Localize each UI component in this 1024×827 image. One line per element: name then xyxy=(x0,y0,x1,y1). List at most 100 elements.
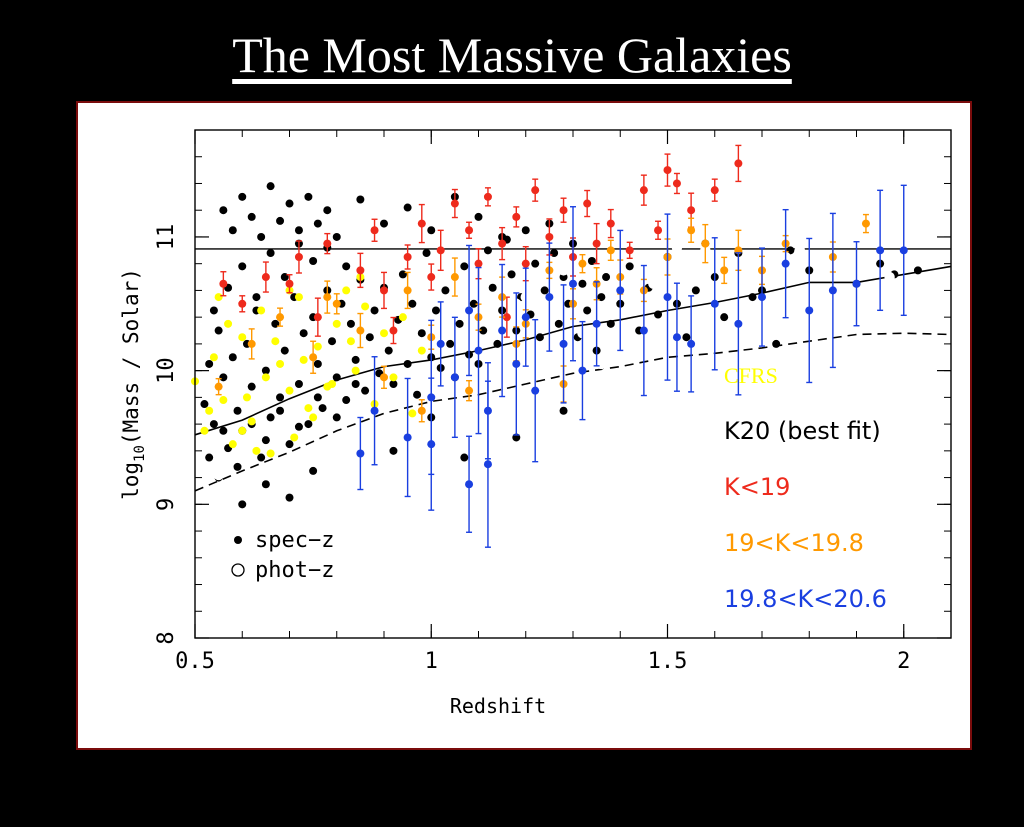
data-point xyxy=(671,242,683,253)
data-point xyxy=(403,203,412,212)
data-point xyxy=(285,386,294,395)
data-point xyxy=(559,339,568,348)
data-point xyxy=(365,333,374,342)
data-point xyxy=(483,246,492,255)
data-point xyxy=(427,440,436,449)
legend-marker-label: spec−z xyxy=(255,528,334,553)
data-point xyxy=(449,298,461,309)
plot-area xyxy=(191,144,952,548)
data-point xyxy=(257,306,266,315)
data-point xyxy=(219,396,228,405)
data-point xyxy=(346,337,355,346)
data-point xyxy=(213,469,224,481)
data-point xyxy=(417,329,426,338)
data-point xyxy=(720,313,729,322)
data-point xyxy=(356,195,365,204)
data-point xyxy=(804,231,815,243)
data-point xyxy=(558,265,569,276)
data-point xyxy=(370,406,379,415)
data-point xyxy=(309,257,318,266)
data-point xyxy=(606,219,615,228)
data-point xyxy=(285,493,294,502)
data-point xyxy=(417,346,426,355)
data-point xyxy=(531,186,540,195)
data-point xyxy=(600,368,612,379)
data-point xyxy=(465,480,474,489)
data-point xyxy=(734,159,743,168)
data-point xyxy=(266,248,275,257)
data-point xyxy=(450,199,459,208)
data-point xyxy=(460,262,469,271)
data-point xyxy=(545,232,554,241)
data-point xyxy=(770,188,782,200)
data-point xyxy=(332,319,341,328)
data-point xyxy=(332,413,341,422)
data-point xyxy=(720,266,729,275)
data-point xyxy=(313,393,322,402)
data-point xyxy=(257,453,266,462)
y-tick-label: 8 xyxy=(154,631,179,644)
data-point xyxy=(294,293,303,302)
data-point xyxy=(535,333,544,342)
data-point xyxy=(691,286,700,295)
legend-layer: spec−z phot−z CFRS K20 (best fit) K<19 19<K<1… xyxy=(231,363,887,613)
data-point xyxy=(701,239,710,248)
data-point xyxy=(257,232,266,241)
data-point xyxy=(252,293,261,302)
data-point xyxy=(884,271,895,283)
data-point xyxy=(398,270,407,279)
data-point xyxy=(389,373,398,382)
data-point xyxy=(389,326,398,335)
data-point xyxy=(521,313,530,322)
data-point xyxy=(304,420,313,429)
data-point xyxy=(531,386,540,395)
data-point xyxy=(342,396,351,405)
data-point xyxy=(531,259,540,268)
data-point xyxy=(521,226,530,235)
legend-marker-filled xyxy=(234,536,242,544)
data-point xyxy=(737,225,749,236)
data-point xyxy=(578,279,587,288)
data-point xyxy=(625,262,634,271)
y-tick-label: 10 xyxy=(154,357,179,384)
data-point xyxy=(276,393,285,402)
data-point xyxy=(465,226,474,235)
data-point xyxy=(356,266,365,275)
data-point xyxy=(687,339,696,348)
data-point xyxy=(687,206,696,215)
data-point xyxy=(450,373,459,382)
data-point xyxy=(261,366,270,375)
data-point xyxy=(756,238,768,249)
data-point xyxy=(299,329,308,338)
data-point xyxy=(205,453,214,462)
x-tick-label: 1.5 xyxy=(648,649,688,674)
data-point xyxy=(408,409,417,418)
figure-credit: Glazebrook et al. xyxy=(222,797,401,826)
data-point xyxy=(474,346,483,355)
data-point xyxy=(214,293,223,302)
data-point xyxy=(460,453,469,462)
data-point xyxy=(351,380,360,388)
data-point xyxy=(205,359,214,368)
data-point xyxy=(413,390,422,399)
data-point xyxy=(294,253,303,261)
data-point xyxy=(648,278,659,289)
data-point xyxy=(209,420,218,429)
data-point xyxy=(389,380,398,388)
data-point xyxy=(247,382,256,391)
data-point xyxy=(498,326,507,335)
data-point xyxy=(290,433,299,442)
data-point xyxy=(370,226,379,235)
data-point xyxy=(794,245,805,256)
series-k206 xyxy=(356,184,908,548)
legend-marker-open xyxy=(231,563,245,577)
data-point xyxy=(238,500,247,509)
data-point xyxy=(233,406,242,415)
legend-class-label: 19.8<K<20.6 xyxy=(724,585,887,613)
data-point xyxy=(474,212,483,221)
data-point xyxy=(351,366,360,375)
data-point xyxy=(328,380,337,388)
scatter-plot: 0.5 1 1.5 2 8 9 10 11 Redshift log10(Mass / Solar… xyxy=(119,129,952,718)
data-point xyxy=(502,313,511,322)
data-point xyxy=(323,239,332,248)
